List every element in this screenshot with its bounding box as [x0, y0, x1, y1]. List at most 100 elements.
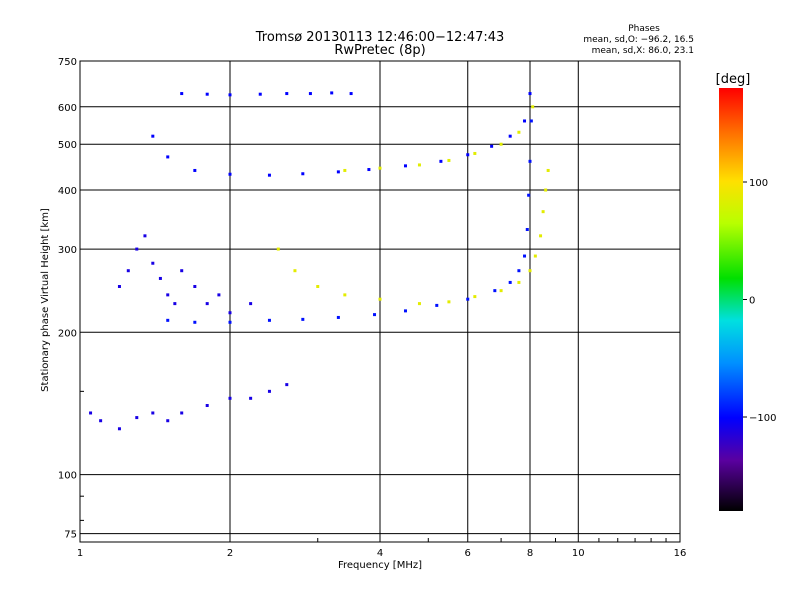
- data-point: [544, 188, 548, 192]
- data-point: [531, 105, 535, 109]
- data-point: [301, 172, 305, 176]
- series-points: [117, 234, 253, 315]
- x-tick-label: 10: [572, 548, 585, 559]
- data-point: [473, 151, 477, 155]
- data-point: [517, 130, 521, 134]
- data-point: [193, 284, 197, 288]
- data-point: [403, 164, 407, 168]
- data-point: [525, 228, 529, 232]
- x-tick-label: 16: [674, 548, 687, 559]
- data-point: [499, 142, 503, 146]
- series-points: [276, 168, 550, 306]
- series-points: [166, 119, 533, 324]
- data-point: [508, 280, 512, 284]
- x-tick-label: 2: [227, 548, 233, 559]
- data-point: [99, 419, 103, 423]
- colorbar-label: [deg]: [716, 72, 751, 87]
- data-point: [228, 172, 232, 176]
- data-point: [166, 293, 170, 297]
- data-point: [173, 302, 177, 306]
- colorbar-tick-label: −100: [749, 413, 776, 424]
- data-point: [493, 289, 497, 293]
- chart-title: Tromsø 20130113 12:46:00−12:47:43: [255, 30, 505, 45]
- data-points: [89, 91, 550, 431]
- data-point: [151, 261, 155, 265]
- x-tick-labels: 1 2 4 6 8 10 16: [77, 548, 687, 559]
- data-point: [528, 92, 532, 96]
- data-point: [151, 411, 155, 415]
- data-point: [285, 383, 289, 387]
- y-tick-label: 200: [58, 328, 77, 339]
- data-point: [508, 134, 512, 138]
- data-point: [523, 254, 527, 258]
- data-point: [293, 269, 297, 273]
- data-point: [117, 284, 121, 288]
- data-point: [205, 404, 209, 408]
- y-tick-labels: 75 100 200 300 400 500 600 750: [58, 57, 77, 541]
- data-point: [205, 302, 209, 306]
- y-tick-label: 75: [64, 530, 77, 541]
- data-point: [517, 269, 521, 273]
- data-point: [180, 269, 184, 273]
- colorbar: [719, 88, 743, 511]
- data-point: [343, 293, 347, 297]
- y-tick-label: 400: [58, 186, 77, 197]
- legend-line-o: mean, sd,O: −96.2, 16.5: [583, 35, 694, 45]
- data-point: [336, 315, 340, 319]
- data-point: [447, 158, 451, 162]
- data-point: [249, 302, 253, 306]
- data-point: [267, 389, 271, 393]
- data-point: [193, 168, 197, 172]
- data-point: [466, 297, 470, 301]
- data-point: [546, 168, 550, 172]
- data-point: [336, 170, 340, 174]
- data-point: [166, 318, 170, 322]
- data-point: [517, 280, 521, 284]
- data-point: [447, 300, 451, 304]
- data-point: [166, 419, 170, 423]
- series-points: [89, 383, 289, 431]
- data-point: [228, 396, 232, 400]
- data-point: [126, 269, 130, 273]
- data-point: [166, 155, 170, 159]
- y-tick-label: 300: [58, 245, 77, 256]
- data-point: [499, 289, 503, 293]
- data-point: [378, 297, 382, 301]
- data-point: [533, 254, 537, 258]
- series-points: [343, 105, 535, 172]
- x-tick-label: 1: [77, 548, 83, 559]
- data-point: [217, 293, 221, 297]
- data-point: [301, 317, 305, 321]
- colorbar-ticks: 100 0 −100: [743, 178, 776, 424]
- data-point: [151, 134, 155, 138]
- data-point: [439, 159, 443, 163]
- y-tick-label: 500: [58, 140, 77, 151]
- data-point: [135, 416, 139, 420]
- data-point: [330, 91, 334, 95]
- data-point: [490, 144, 494, 148]
- data-point: [180, 92, 184, 96]
- data-point: [367, 168, 371, 172]
- x-tick-label: 4: [377, 548, 383, 559]
- data-point: [276, 247, 280, 251]
- y-tick-label: 100: [58, 471, 77, 482]
- colorbar-tick-label: 100: [749, 178, 768, 189]
- data-point: [228, 320, 232, 324]
- data-point: [539, 234, 543, 238]
- data-point: [249, 396, 253, 400]
- grid-lines: [80, 61, 680, 542]
- y-tick-label: 600: [58, 103, 77, 114]
- data-point: [158, 276, 162, 280]
- series-points: [180, 91, 353, 97]
- data-point: [228, 311, 232, 315]
- data-point: [258, 92, 262, 96]
- colorbar-tick-label: 0: [749, 296, 755, 307]
- data-point: [267, 173, 271, 177]
- data-point: [143, 234, 147, 238]
- data-point: [378, 166, 382, 170]
- y-tick-label: 750: [58, 57, 77, 68]
- x-tick-label: 8: [527, 548, 533, 559]
- x-tick-label: 6: [465, 548, 471, 559]
- plot-frame: [79, 60, 681, 543]
- legend-line-x: mean, sd,X: 86.0, 23.1: [592, 46, 694, 56]
